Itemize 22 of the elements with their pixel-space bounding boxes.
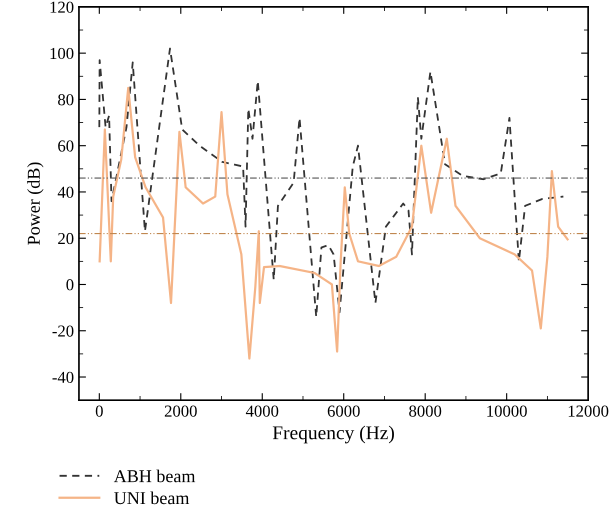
legend-label: ABH beam <box>114 470 196 482</box>
y-tick-label: 0 <box>66 279 74 290</box>
y-tick-label: 60 <box>58 140 74 152</box>
y-tick-label: -20 <box>52 325 74 337</box>
y-tick-label: -40 <box>52 372 74 383</box>
x-tick-label: 12000 <box>568 405 608 417</box>
line-series <box>98 48 564 318</box>
x-tick-label: 10000 <box>487 405 527 417</box>
x-tick-label: 6000 <box>328 405 360 417</box>
y-tick-label: 80 <box>58 94 74 106</box>
x-tick-label: 2000 <box>164 405 197 417</box>
x-tick-label: 4000 <box>246 405 278 417</box>
y-tick-label: 20 <box>58 232 74 244</box>
y-axis-title: Power (dB) <box>27 162 44 245</box>
y-tick-label: 40 <box>58 186 74 198</box>
y-tick-label: 100 <box>50 48 74 60</box>
x-axis-title: Frequency (Hz) <box>272 426 394 444</box>
x-tick-label: 0 <box>96 405 103 417</box>
y-tick-label: 120 <box>50 2 74 13</box>
x-tick-label: 8000 <box>409 405 442 417</box>
line-series <box>98 86 569 360</box>
legend-label: UNI beam <box>114 492 190 504</box>
